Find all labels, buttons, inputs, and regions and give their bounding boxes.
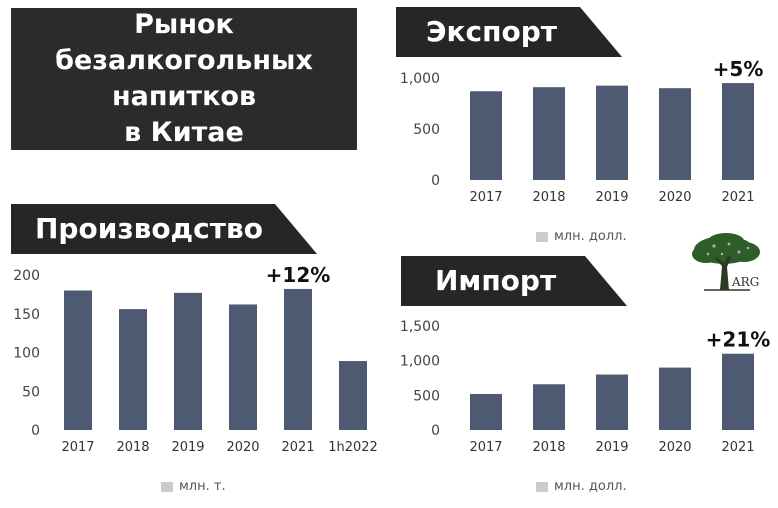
x-tick-label: 2021: [281, 440, 314, 455]
y-tick-label: 200: [13, 268, 40, 284]
legend-label: млн. т.: [179, 479, 226, 494]
bar: [284, 288, 312, 430]
production-chart: 0 50 100 150 200 2017 2018 2019 2020 2021 +12% 1h20…: [13, 263, 378, 455]
y-tick-label: 1,000: [400, 354, 440, 370]
bar: [722, 83, 754, 180]
x-tick-label: 2018: [116, 440, 149, 455]
bar: [722, 353, 754, 430]
import-chart: 0 500 1,000 1,500 2017 2018 2019 2020 2021 +21%: [400, 319, 771, 455]
legend-swatch: [161, 481, 173, 492]
title-line: в Китае: [124, 117, 244, 148]
bar: [470, 91, 502, 180]
export-chart: 0 500 1,000 2017 2018 2019 2020 2021 +5%: [400, 57, 764, 205]
production-title: Производство: [11, 204, 317, 254]
x-tick-label: 2019: [595, 440, 628, 455]
bar: [533, 87, 565, 180]
export-title: Экспорт: [396, 7, 622, 57]
bar: [119, 309, 147, 430]
y-tick-label: 100: [13, 346, 40, 362]
y-tick-label: 500: [413, 388, 440, 404]
bar: [659, 88, 691, 180]
bar: [533, 384, 565, 430]
import-title: Импорт: [401, 256, 627, 306]
y-tick-label: 1,500: [400, 319, 440, 335]
bar: [596, 374, 628, 430]
x-tick-label: 2019: [171, 440, 204, 455]
x-tick-label: 2021: [721, 440, 754, 455]
x-tick-label: 2017: [61, 440, 94, 455]
x-tick-label: 2020: [658, 190, 691, 205]
legend-swatch: [536, 481, 548, 492]
legend-swatch: [536, 231, 548, 242]
page-title: Рынок безалкогольных напитков в Китае: [11, 8, 357, 150]
growth-annotation: +12%: [266, 263, 331, 287]
y-tick-label: 500: [413, 122, 440, 138]
bar: [659, 367, 691, 430]
bar: [64, 290, 92, 430]
logo-text: ARG: [731, 275, 759, 289]
bar: [339, 361, 367, 430]
growth-annotation: +5%: [713, 57, 764, 81]
export-legend: млн. долл.: [536, 229, 627, 244]
title-line: напитков: [111, 81, 257, 112]
import-legend: млн. долл.: [536, 479, 627, 494]
bar: [229, 304, 257, 430]
legend-label: млн. долл.: [554, 479, 627, 494]
production-legend: млн. т.: [161, 479, 226, 494]
y-tick-label: 0: [431, 173, 440, 189]
legend-label: млн. долл.: [554, 229, 627, 244]
y-tick-label: 50: [22, 384, 40, 400]
title-line: Рынок: [134, 9, 234, 40]
y-tick-label: 0: [431, 423, 440, 439]
y-tick-label: 1,000: [400, 71, 440, 87]
y-tick-label: 150: [13, 307, 40, 323]
growth-annotation: +21%: [706, 328, 771, 352]
x-tick-label: 2017: [469, 190, 502, 205]
x-tick-label: 2018: [532, 190, 565, 205]
bar: [596, 85, 628, 180]
bar: [174, 292, 202, 430]
x-tick-label: 1h2022: [328, 440, 378, 455]
bar: [470, 393, 502, 430]
x-tick-label: 2020: [226, 440, 259, 455]
x-tick-label: 2019: [595, 190, 628, 205]
x-tick-label: 2017: [469, 440, 502, 455]
x-tick-label: 2018: [532, 440, 565, 455]
x-tick-label: 2021: [721, 190, 754, 205]
title-line: безалкогольных: [55, 45, 313, 76]
x-tick-label: 2020: [658, 440, 691, 455]
y-tick-label: 0: [31, 423, 40, 439]
tree-logo: ARG: [692, 233, 760, 291]
